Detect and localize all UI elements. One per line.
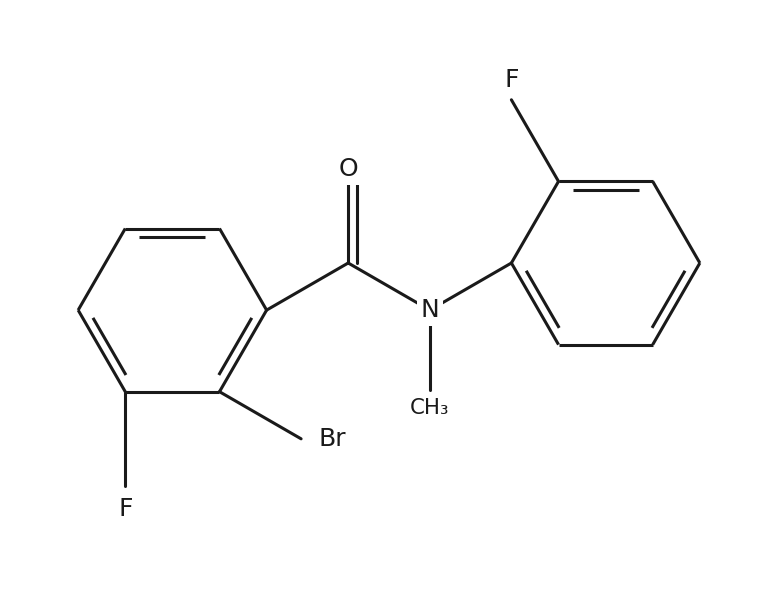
Text: N: N [420,298,439,322]
Text: O: O [338,157,358,181]
Text: F: F [118,497,132,521]
Text: CH₃: CH₃ [410,398,450,418]
Text: F: F [504,68,519,92]
Text: Br: Br [318,427,345,451]
